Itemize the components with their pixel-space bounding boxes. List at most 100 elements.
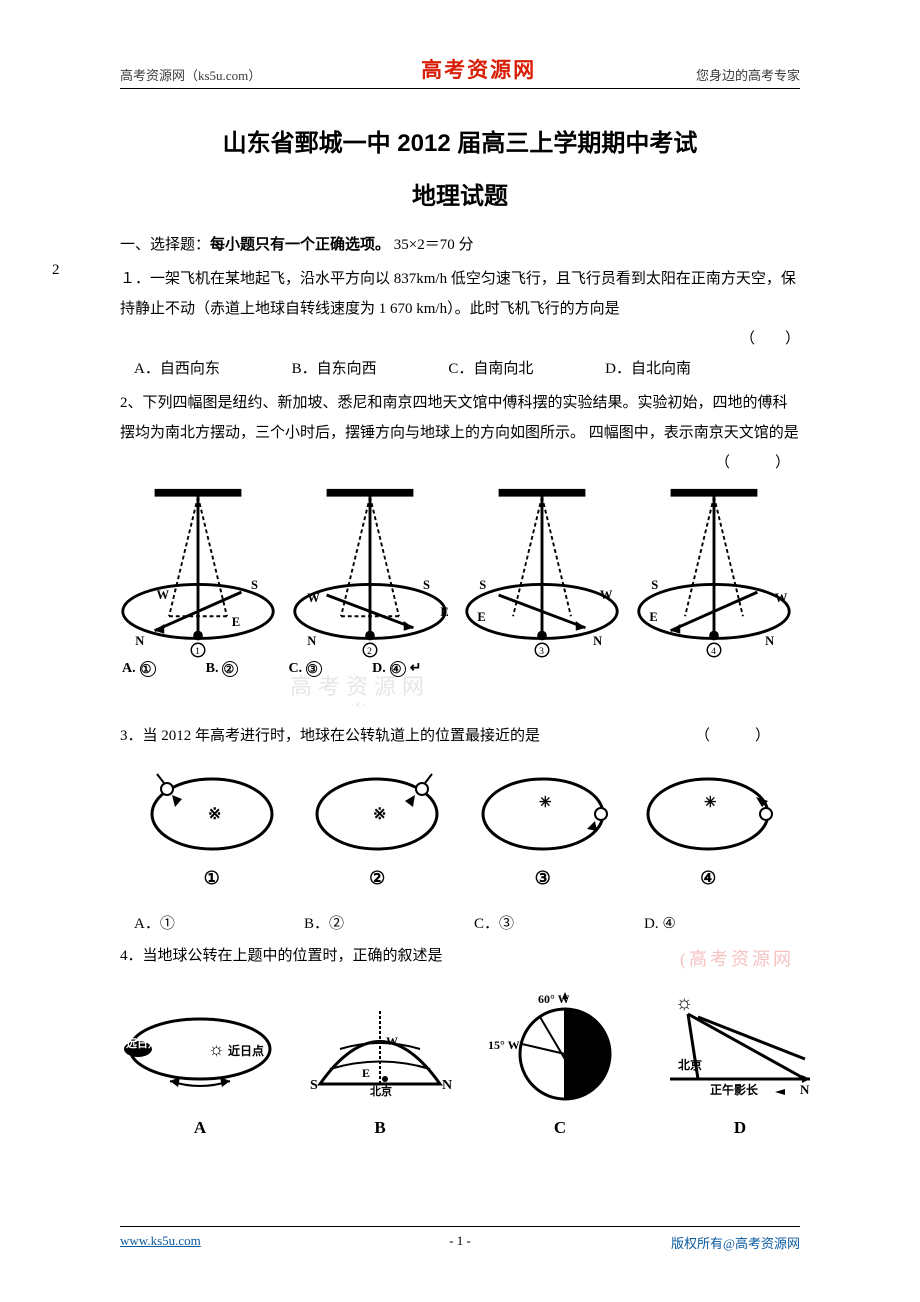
orbit-1-label: ①	[140, 868, 284, 889]
svg-text:W: W	[600, 588, 613, 602]
svg-text:W: W	[386, 1034, 398, 1048]
orbit-4-svg: ✳	[638, 759, 778, 859]
orbit-2: ※ ②	[306, 759, 450, 909]
pendulum-4-svg: N S E W 4	[632, 478, 796, 658]
question-1: １．一架飞机在某地起飞，沿水平方向以 837km/h 低空匀速飞行，且飞行员看到…	[120, 264, 800, 324]
svg-text:15° W: 15° W	[488, 1038, 520, 1052]
svg-text:近日点: 近日点	[228, 1043, 264, 1058]
svg-text:S: S	[651, 578, 658, 592]
svg-text:W: W	[307, 591, 320, 605]
question-4: 4．当地球公转在上题中的位置时，正确的叙述是 (高考资源网	[120, 941, 800, 971]
svg-text:W: W	[775, 591, 788, 605]
q1-opt-a-text: 自西向东	[160, 361, 220, 377]
pendulum-3-svg: N S E W 3	[460, 478, 624, 658]
svg-text:E: E	[477, 610, 485, 624]
svg-text:N: N	[307, 634, 316, 648]
q3-text: 3．当 2012 年高考进行时，地球在公转轨道上的位置最接近的是	[120, 728, 540, 744]
orbit-4-label: ④	[637, 868, 781, 889]
section-bold: 每小题只有一个正确选项。	[210, 236, 390, 253]
svg-text:3: 3	[539, 646, 544, 657]
q1-opt-c-text: 自南向北	[473, 361, 533, 377]
svg-text:远日点: 远日点	[126, 1036, 159, 1050]
svg-text:S: S	[251, 578, 258, 592]
svg-text:北京: 北京	[370, 1084, 392, 1098]
q3-opt-b: B．②	[304, 909, 474, 939]
exam-title-2: 地理试题	[120, 176, 800, 211]
q2-blank: （ ）	[715, 448, 790, 478]
q4-a-svg: ☼ 近日点 远日点	[120, 989, 280, 1109]
footer-url: www.ks5u.com	[120, 1233, 201, 1252]
orbit-3-label: ③	[471, 868, 615, 889]
q4-label-d: D	[660, 1118, 820, 1138]
page-footer: www.ks5u.com - 1 - 版权所有@高考资源网	[120, 1226, 800, 1252]
svg-text:✳: ✳	[539, 795, 552, 811]
question-2: 2、下列四幅图是纽约、新加坡、悉尼和南京四地天文馆中傅科摆的实验结果。实验初始，…	[120, 388, 800, 448]
header-left: 高考资源网（ks5u.com）	[120, 65, 261, 84]
svg-text:N: N	[593, 634, 602, 648]
q2-opt-b: B. ②	[206, 660, 239, 677]
svg-text:N: N	[800, 1082, 810, 1097]
q3-opt-c: C．③	[474, 909, 644, 939]
q4-text: 4．当地球公转在上题中的位置时，正确的叙述是	[120, 948, 443, 964]
q3-opt-a: A．①	[134, 909, 304, 939]
pendulum-2: N S E W 2	[288, 478, 452, 658]
q4-diagram-c: 60° W 15° W C	[480, 989, 640, 1149]
svg-text:N: N	[442, 1078, 452, 1093]
exam-title-1: 山东省鄄城一中 2012 届高三上学期期中考试	[120, 123, 800, 158]
q4-diagram-d: ☼ 北京 正午影长 N D	[660, 989, 820, 1149]
header-right: 您身边的高考专家	[696, 65, 800, 84]
svg-text:※: ※	[208, 806, 221, 823]
svg-text:北京: 北京	[678, 1057, 702, 1072]
orbit-3-svg: ✳	[473, 759, 613, 859]
pendulum-diagrams: N S E W 1 N S E W	[116, 478, 796, 658]
svg-text:4: 4	[711, 646, 716, 657]
question-3: 3．当 2012 年高考进行时，地球在公转轨道上的位置最接近的是 （ ）	[120, 721, 800, 751]
section-1-heading: 一、选择题：每小题只有一个正确选项。 35×2＝70 分	[120, 233, 800, 254]
q1-opt-b-text: 自东向西	[317, 361, 377, 377]
page-header: 高考资源网（ks5u.com） 高考资源网 您身边的高考专家	[120, 54, 800, 89]
pendulum-2-svg: N S E W 2	[288, 478, 452, 658]
q4-label-b: B	[300, 1118, 460, 1138]
svg-text:☼: ☼	[675, 992, 693, 1014]
orbit-1-svg: ※	[142, 759, 282, 859]
svg-text:※: ※	[373, 806, 386, 823]
q3-options: A．① B．② C．③ D. ④	[120, 909, 800, 939]
orbit-2-label: ②	[306, 868, 450, 889]
q1-blank: （ ）	[740, 324, 800, 354]
svg-text:✳: ✳	[704, 795, 717, 811]
svg-text:E: E	[649, 610, 657, 624]
q3-blank: （ ）	[695, 721, 770, 751]
q2-text: 2、下列四幅图是纽约、新加坡、悉尼和南京四地天文馆中傅科摆的实验结果。实验初始，…	[120, 395, 799, 441]
svg-text:S: S	[310, 1078, 318, 1093]
svg-text:S: S	[423, 578, 430, 592]
watermark-right: (高考资源网	[680, 941, 794, 977]
orbit-4: ✳ ④	[637, 759, 781, 909]
pendulum-1: N S E W 1	[116, 478, 280, 658]
q4-diagram-a: ☼ 近日点 远日点 A	[120, 989, 280, 1149]
pendulum-3: N S E W 3	[460, 478, 624, 658]
pendulum-4: N S E W 4	[632, 478, 796, 658]
svg-text:W: W	[157, 588, 170, 602]
q3-opt-d: D. ④	[644, 909, 676, 939]
q1-options: A．自西向东 B．自东向西 C．自南向北 D．自北向南	[120, 354, 800, 384]
svg-text:N: N	[135, 634, 144, 648]
orbit-3: ✳ ③	[471, 759, 615, 909]
pendulum-1-svg: N S E W 1	[116, 478, 280, 658]
svg-text:☼: ☼	[208, 1039, 225, 1059]
svg-text:E: E	[232, 615, 240, 629]
q1-text: １．一架飞机在某地起飞，沿水平方向以 837km/h 低空匀速飞行，且飞行员看到…	[120, 271, 796, 317]
question-1-paren: （ ）	[120, 324, 800, 354]
q1-opt-c: C．自南向北	[448, 361, 567, 377]
orbit-1: ※ ①	[140, 759, 284, 909]
section-score: 35×2＝70 分	[390, 237, 473, 253]
q4-b-svg: S N W E 北京	[300, 989, 460, 1109]
svg-text:N: N	[765, 634, 774, 648]
svg-text:E: E	[362, 1066, 370, 1080]
q1-opt-b: B．自东向西	[292, 361, 411, 377]
q4-label-c: C	[480, 1118, 640, 1138]
q1-opt-d: D．自北向南	[605, 361, 725, 377]
orbit-diagrams: ※ ① ※ ② ✳ ③	[140, 759, 780, 909]
svg-text:1: 1	[195, 646, 200, 657]
section-prefix: 一、选择题：	[120, 237, 210, 253]
q4-d-svg: ☼ 北京 正午影长 N	[660, 989, 820, 1109]
